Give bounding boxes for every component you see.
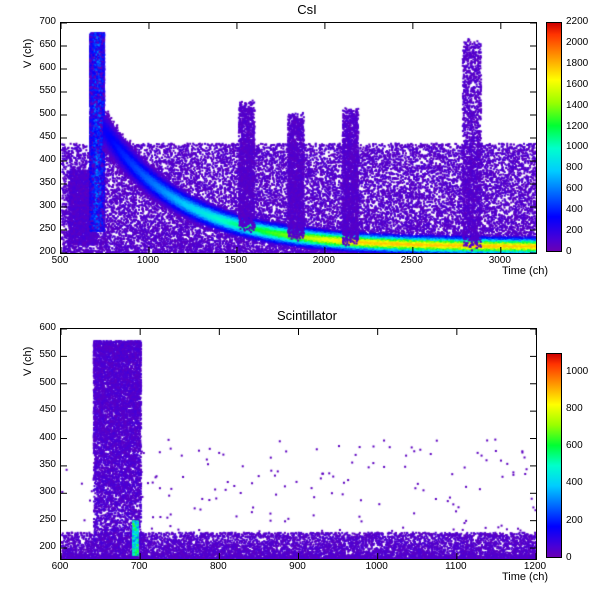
colorbar-tick-label: 400 xyxy=(566,478,583,488)
y-tick-label: 600 xyxy=(4,63,56,73)
x-ticks: 50010001500200025003000 xyxy=(60,256,535,270)
x-tick-label: 500 xyxy=(52,256,69,266)
y-tick-label: 200 xyxy=(4,247,56,257)
x-tick-label: 1000 xyxy=(137,256,159,266)
y-tick-label: 350 xyxy=(4,460,56,470)
x-tick-label: 1000 xyxy=(366,562,388,572)
y-tick-label: 500 xyxy=(4,109,56,119)
colorbar-tick-label: 0 xyxy=(566,553,572,563)
colorbar-tick-label: 1000 xyxy=(566,142,588,152)
x-tick-label: 2500 xyxy=(401,256,423,266)
y-tick-label: 450 xyxy=(4,132,56,142)
x-ticks: 600700800900100011001200 xyxy=(60,562,535,576)
y-ticks: 200250300350400450500550600650700 xyxy=(0,22,56,252)
colorbar-tick-label: 400 xyxy=(566,205,583,215)
y-tick-label: 300 xyxy=(4,201,56,211)
colorbar-tick-label: 0 xyxy=(566,247,572,257)
x-tick-label: 2000 xyxy=(313,256,335,266)
y-tick-label: 650 xyxy=(4,40,56,50)
colorbar-tick-label: 200 xyxy=(566,516,583,526)
y-tick-label: 550 xyxy=(4,350,56,360)
y-ticks: 200250300350400450500550600 xyxy=(0,328,56,558)
y-tick-label: 250 xyxy=(4,515,56,525)
heatmap-canvas xyxy=(61,23,536,253)
colorbar-tick-label: 2200 xyxy=(566,17,588,27)
colorbar-tick-label: 800 xyxy=(566,163,583,173)
heatmap-canvas xyxy=(61,329,536,559)
panel-title: Scintillator xyxy=(0,308,614,323)
colorbar-tick-label: 800 xyxy=(566,404,583,414)
y-tick-label: 700 xyxy=(4,17,56,27)
colorbar-tick-label: 1800 xyxy=(566,59,588,69)
colorbar: 0200400600800100012001400160018002000220… xyxy=(546,22,562,252)
y-tick-label: 500 xyxy=(4,378,56,388)
x-tick-label: 1500 xyxy=(225,256,247,266)
x-tick-label: 700 xyxy=(131,562,148,572)
x-tick-label: 1100 xyxy=(445,562,467,572)
x-axis-label: Time (ch) xyxy=(502,571,548,583)
x-tick-label: 900 xyxy=(289,562,306,572)
colorbar-tick-label: 1600 xyxy=(566,80,588,90)
colorbar-tick-label: 600 xyxy=(566,184,583,194)
colorbar-tick-label: 1400 xyxy=(566,101,588,111)
colorbar-tick-label: 200 xyxy=(566,226,583,236)
y-tick-label: 600 xyxy=(4,323,56,333)
x-tick-label: 800 xyxy=(210,562,227,572)
y-tick-label: 200 xyxy=(4,542,56,552)
y-tick-label: 550 xyxy=(4,86,56,96)
plot-area xyxy=(60,22,537,254)
x-axis-label: Time (ch) xyxy=(502,265,548,277)
colorbar-tick-label: 1000 xyxy=(566,367,588,377)
colorbar-tick-label: 1200 xyxy=(566,122,588,132)
x-tick-label: 600 xyxy=(52,562,69,572)
panel-title: CsI xyxy=(0,2,614,17)
page: { "palette": { "stops": [ {"v":0.00,"c":… xyxy=(0,0,614,597)
y-tick-label: 250 xyxy=(4,224,56,234)
plot-area xyxy=(60,328,537,560)
colorbar-tick-label: 2000 xyxy=(566,38,588,48)
y-tick-label: 300 xyxy=(4,487,56,497)
colorbar: 02004006008001000 xyxy=(546,353,562,558)
y-tick-label: 450 xyxy=(4,405,56,415)
y-tick-label: 400 xyxy=(4,155,56,165)
colorbar-tick-label: 600 xyxy=(566,441,583,451)
y-tick-label: 400 xyxy=(4,433,56,443)
y-tick-label: 350 xyxy=(4,178,56,188)
